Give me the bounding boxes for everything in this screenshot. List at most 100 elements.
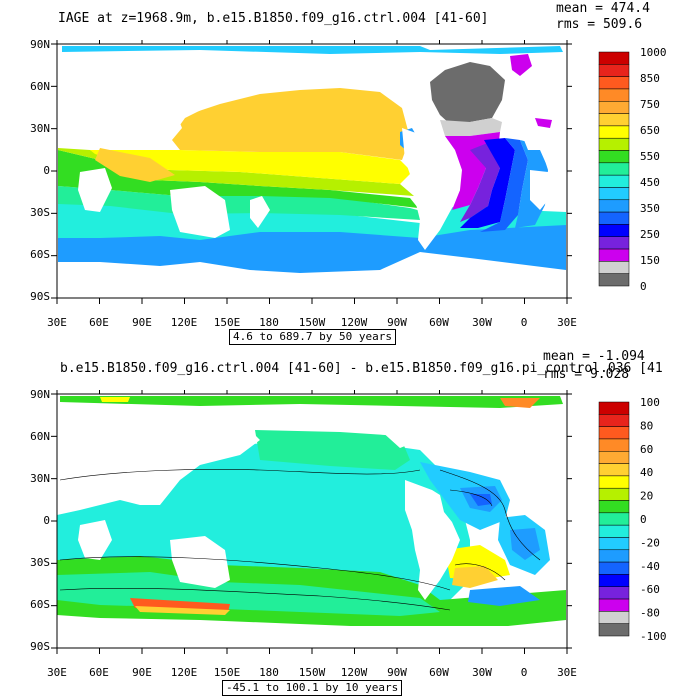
colorbar-swatch [598, 211, 630, 225]
panel2-lat-label: 90N [30, 388, 50, 401]
panel1-lat-label: 90N [30, 38, 50, 51]
colorbar-label: 100 [640, 396, 660, 409]
colorbar-swatch [598, 101, 630, 114]
axis-ticks [51, 40, 572, 654]
panel1-rms: rms = 509.6 [556, 17, 643, 32]
panel1-lat-label: 60S [30, 248, 50, 261]
panel1-lon-label: 120E [171, 316, 198, 329]
colorbar-label: 750 [640, 98, 660, 111]
colorbar-swatch [598, 174, 630, 188]
panel1-lat-label: 60N [30, 80, 50, 93]
colorbar-swatch [598, 414, 630, 427]
panel2-lon-label: 60E [89, 666, 109, 679]
colorbar-label: 20 [640, 490, 653, 503]
colorbar-swatch [598, 273, 630, 287]
panel2-map [57, 394, 567, 648]
colorbar-label: 1000 [640, 46, 667, 59]
colorbar-swatch [598, 586, 630, 600]
colorbar-swatch [598, 512, 630, 526]
panel2-title: b.e15.B1850.f09_g16.ctrl.004 [41-60] - b… [60, 361, 663, 376]
colorbar-label: 650 [640, 124, 660, 137]
panel2-lon-label: 90W [387, 666, 407, 679]
colorbar-label: 40 [640, 466, 653, 479]
panel2-rms: rms = 9.028 [543, 367, 630, 382]
panel2-contour-range: -45.1 to 100.1 by 10 years [222, 680, 403, 696]
panel1-lon-label: 0 [521, 316, 528, 329]
colorbar-swatch [598, 623, 630, 637]
colorbar-swatch [598, 137, 630, 151]
panel1-mean: mean = 474.4 [556, 1, 650, 16]
colorbar-swatch [598, 51, 630, 65]
colorbar-swatch [598, 401, 630, 415]
colorbar-label: 550 [640, 150, 660, 163]
colorbar-swatch [598, 113, 630, 127]
colorbar-label: 0 [640, 513, 647, 526]
colorbar-swatch [598, 76, 630, 90]
panel1-lon-label: 180 [259, 316, 279, 329]
colorbar-swatch [598, 574, 630, 587]
colorbar-swatch [598, 463, 630, 477]
colorbar-swatch [598, 598, 630, 612]
panel2-lon-label: 120E [171, 666, 198, 679]
panel2-lon-label: 0 [521, 666, 528, 679]
colorbar-swatch [598, 500, 630, 514]
panel1-lon-label: 30E [557, 316, 577, 329]
panel2-axes: 90N 60N 30N 0 30S 60S 90S 30E 60E 90E 12… [30, 388, 577, 679]
colorbar-swatch [598, 150, 630, 164]
colorbar-label: -60 [640, 583, 660, 596]
panel1-lon-label: 30W [472, 316, 492, 329]
panel1-title: IAGE at z=1968.9m, b.e15.B1850.f09_g16.c… [58, 11, 489, 26]
panel1-contour-range: 4.6 to 689.7 by 50 years [229, 329, 396, 345]
panel1-lon-label: 30E [47, 316, 67, 329]
colorbar-swatch [598, 426, 630, 440]
panel2-lat-label: 60S [30, 598, 50, 611]
panel2-lon-label: 150E [214, 666, 241, 679]
colorbar-swatch [598, 487, 630, 501]
panel2-lat-label: 0 [43, 514, 50, 527]
colorbar-swatch [598, 64, 630, 77]
colorbar-swatch [598, 236, 630, 250]
colorbar-label: -20 [640, 536, 660, 549]
panel2-lat-label: 90S [30, 640, 50, 653]
panel2-mean: mean = -1.094 [543, 349, 645, 364]
panel2-colorbar: 100 80 60 40 20 0 -20 -40 -60 -80 -100 [598, 396, 667, 643]
colorbar-label: 0 [640, 280, 647, 293]
colorbar-swatch [598, 125, 630, 139]
panel2-lon-label: 120W [341, 666, 368, 679]
panel2-lon-label: 30E [557, 666, 577, 679]
panel1-lat-label: 30N [30, 122, 50, 135]
panel1-lat-label: 0 [43, 164, 50, 177]
colorbar-swatch [598, 248, 630, 262]
colorbar-swatch [598, 451, 630, 464]
colorbar-swatch [598, 224, 630, 237]
panel2-lon-label: 30W [472, 666, 492, 679]
colorbar-label: 850 [640, 72, 660, 85]
panel2-lon-label: 90E [132, 666, 152, 679]
panel2-lon-label: 180 [259, 666, 279, 679]
colorbar-swatch [598, 187, 630, 201]
colorbar-swatch [598, 549, 630, 563]
colorbar-label: 150 [640, 254, 660, 267]
colorbar-label: -80 [640, 607, 660, 620]
colorbar-label: 80 [640, 419, 653, 432]
panel2-lon-label: 60W [429, 666, 449, 679]
panel2-lat-label: 30N [30, 472, 50, 485]
panel1-lon-label: 150E [214, 316, 241, 329]
colorbar-swatch [598, 611, 630, 624]
colorbar-label: -100 [640, 630, 667, 643]
colorbar-label: -40 [640, 560, 660, 573]
panel2-lon-label: 150W [299, 666, 326, 679]
colorbar-swatch [598, 261, 630, 274]
panel1-lon-label: 90E [132, 316, 152, 329]
panel1-lon-label: 120W [341, 316, 368, 329]
panel1-colorbar: 1000 850 750 650 550 450 350 250 150 0 [598, 46, 667, 293]
colorbar-swatch [598, 162, 630, 176]
colorbar-swatch [598, 475, 630, 489]
colorbar-label: 450 [640, 176, 660, 189]
panel1-lat-label: 30S [30, 206, 50, 219]
colorbar-label: 250 [640, 228, 660, 241]
panel2-lon-label: 30E [47, 666, 67, 679]
panel1-lat-label: 90S [30, 290, 50, 303]
colorbar-swatch [598, 438, 630, 452]
colorbar-label: 60 [640, 443, 653, 456]
